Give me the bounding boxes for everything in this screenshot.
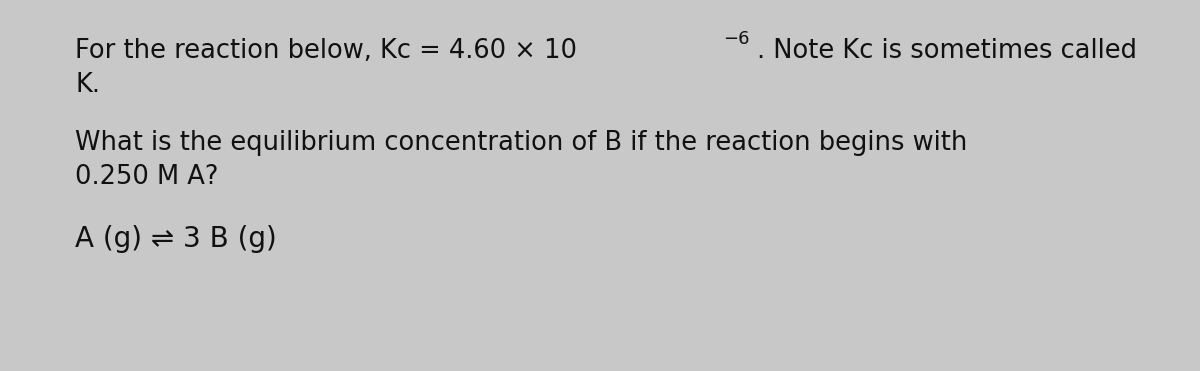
Text: 0.250 M A?: 0.250 M A?: [74, 164, 218, 190]
Text: K.: K.: [74, 72, 100, 98]
Text: . Note Kc is sometimes called: . Note Kc is sometimes called: [757, 38, 1136, 64]
Text: What is the equilibrium concentration of B if the reaction begins with: What is the equilibrium concentration of…: [74, 130, 967, 156]
Text: A (g) ⇌ 3 B (g): A (g) ⇌ 3 B (g): [74, 225, 277, 253]
Text: −6: −6: [722, 30, 749, 48]
Text: For the reaction below, Kc = 4.60 × 10: For the reaction below, Kc = 4.60 × 10: [74, 38, 577, 64]
